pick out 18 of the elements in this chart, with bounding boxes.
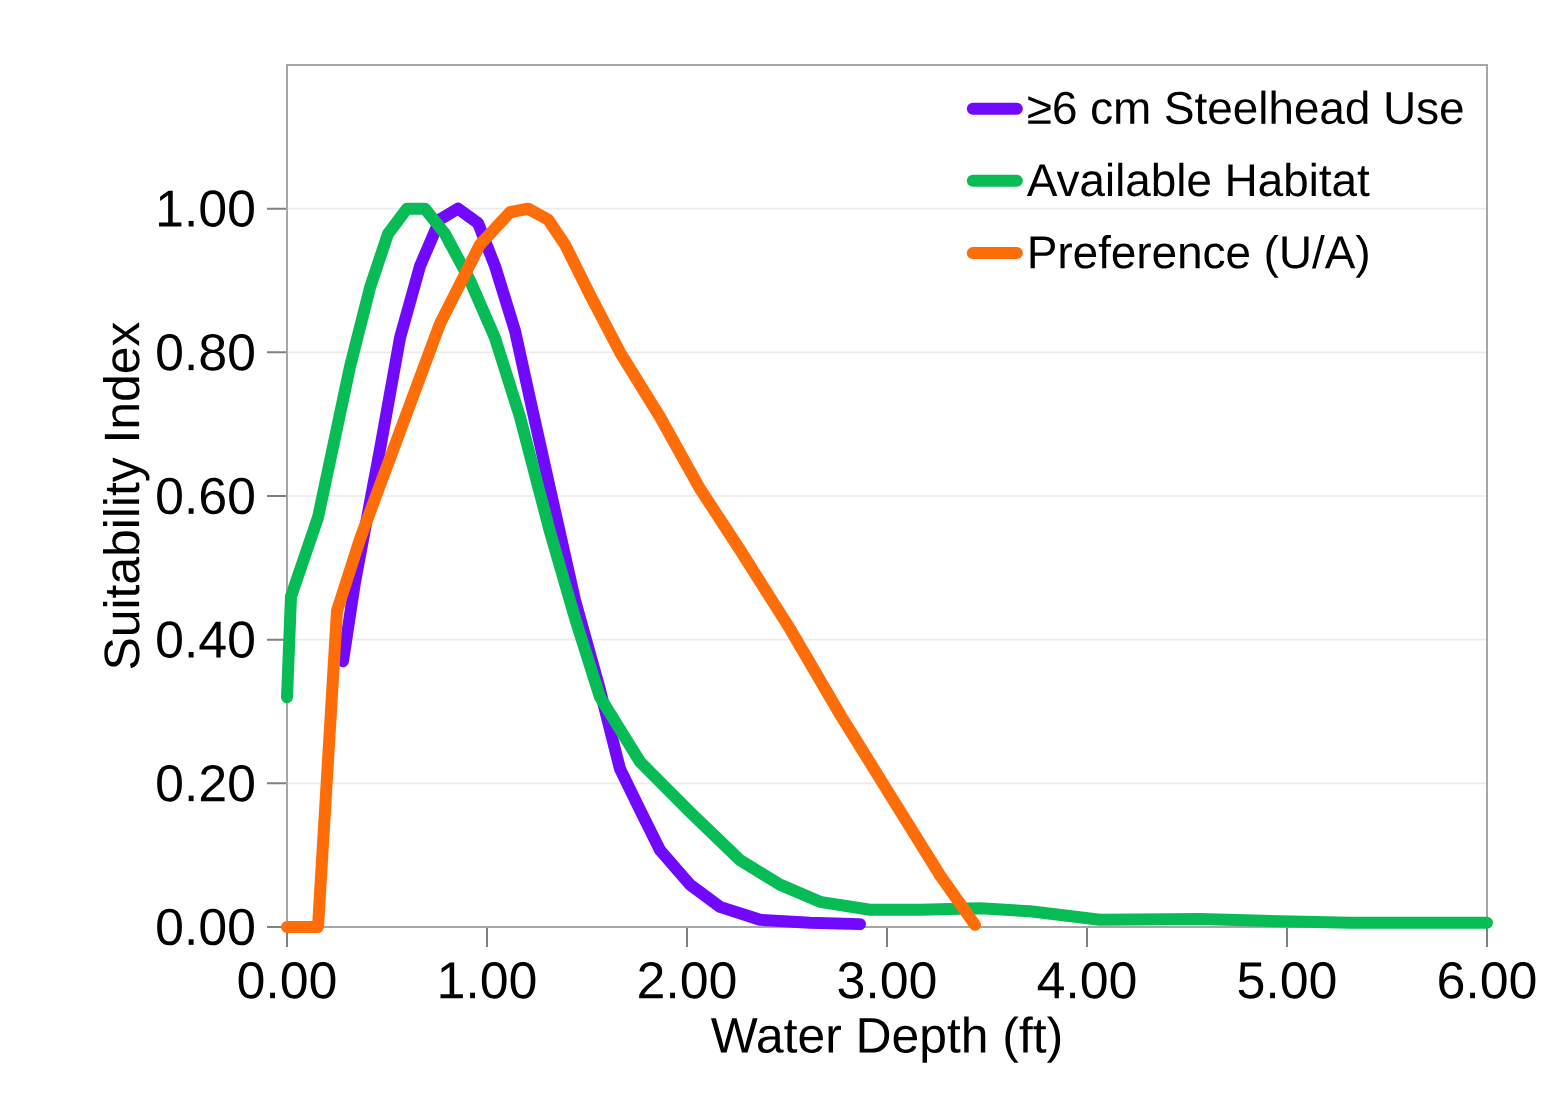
legend-label: Preference (U/A) <box>1030 234 1368 278</box>
x-tick-label: 1.00 <box>440 962 536 999</box>
x-tick-label: 4.00 <box>1037 962 1136 999</box>
y-tick-label: 0.80 <box>157 333 254 371</box>
y-tick-label: 0.40 <box>157 621 254 658</box>
x-tick-label: 5.00 <box>1238 962 1336 999</box>
x-tick-label: 2.00 <box>639 962 736 999</box>
x-tick-label: 6.00 <box>1439 962 1536 999</box>
y-tick-label: 0.20 <box>157 764 254 802</box>
y-tick-label: 1.00 <box>159 190 254 227</box>
x-tick-label: 0.00 <box>238 962 336 999</box>
y-tick-label: 0.00 <box>157 908 254 946</box>
y-tick-label: 0.60 <box>157 477 254 515</box>
legend-label: ≥6 cm Steelhead Use <box>1028 90 1463 125</box>
legend-label: Available Habitat <box>1026 162 1370 197</box>
y-axis-title: Suitability Index <box>103 322 150 669</box>
x-tick-label: 3.00 <box>838 962 936 999</box>
x-axis-title: Water Depth (ft) <box>710 1016 1061 1063</box>
